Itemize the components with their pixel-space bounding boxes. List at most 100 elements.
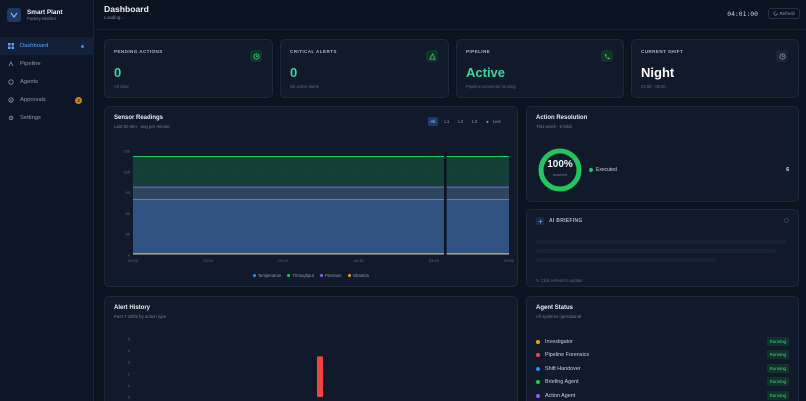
agent-row[interactable]: Action Agent Running: [536, 389, 789, 401]
card-subtitle: This week · 6 total: [536, 124, 572, 129]
agent-name: Pipeline Forensics: [545, 351, 590, 358]
y-tick-label: 60: [126, 211, 131, 216]
filter-l2[interactable]: L2: [458, 119, 464, 124]
stat-value: 0: [290, 65, 298, 80]
brand-subtitle: Factory Monitor: [27, 15, 57, 21]
stat-label: PENDING ACTIONS: [114, 49, 163, 54]
footer-text: Click refresh to update: [540, 278, 583, 283]
resolution-percent: 100%: [547, 159, 573, 170]
stat-caption: All clear: [114, 84, 129, 89]
sparkle-icon: [536, 217, 544, 225]
x-tick-label: 03:00: [128, 258, 139, 263]
legend-item[interactable]: Throughput: [287, 273, 314, 278]
card-subtitle: All systems operational: [536, 314, 582, 319]
briefing-title: AI BRIEFING: [549, 218, 583, 224]
action-resolution-card: Action Resolution This week · 6 total 10…: [526, 106, 799, 202]
sidebar-item-approvals[interactable]: Approvals 3: [0, 91, 93, 109]
stat-card-critical-alerts[interactable]: CRITICAL ALERTS 0 No active alerts: [280, 39, 449, 98]
agents-icon: [8, 79, 14, 85]
x-tick-label: 03:40: [429, 258, 440, 263]
refresh-button[interactable]: Refresh: [767, 8, 800, 19]
filter-l1[interactable]: L1: [444, 119, 450, 124]
y-tick-label: 4: [128, 348, 131, 353]
card-title: Sensor Readings: [114, 115, 164, 121]
ai-briefing-card: AI BRIEFING ↻ Click refresh to update: [526, 209, 799, 287]
live-indicator: ● Live: [483, 117, 507, 126]
pipeline-icon: [8, 61, 14, 67]
status-badge: Running: [766, 337, 789, 346]
sensor-readings-card: Sensor Readings Last 60 min · avg per mi…: [104, 106, 518, 287]
sidebar-item-pipeline[interactable]: Pipeline: [0, 55, 93, 73]
live-label: Live: [492, 119, 501, 124]
series-area: [133, 199, 509, 255]
series-area: [133, 187, 509, 255]
clock-icon: [776, 50, 788, 62]
agent-row[interactable]: Briefing Agent Running: [536, 375, 789, 388]
agent-row[interactable]: Shift Handover Running: [536, 362, 789, 375]
sensor-chart: 0 30 60 90 120 150 03:00 03:10 03:20 03:30 03:40 03…: [123, 149, 515, 264]
sidebar: Smart Plant Factory Monitor Dashboard Pi…: [0, 0, 94, 401]
y-tick-label: 3: [128, 360, 131, 365]
page-title: Dashboard: [104, 4, 149, 14]
stat-card-pipeline[interactable]: PIPELINE Active Pipeline connector runni…: [456, 39, 624, 98]
clock: 04:01:00: [727, 10, 758, 18]
y-tick-label: 1: [128, 383, 131, 388]
status-dot: [536, 366, 540, 371]
resolution-legend: Executed: [589, 167, 617, 173]
resolution-ring: [538, 148, 582, 192]
status-badge: Running: [766, 350, 789, 359]
skeleton-line: [536, 240, 786, 244]
card-title: Alert History: [114, 305, 151, 311]
stat-label: CRITICAL ALERTS: [290, 49, 337, 54]
agent-name: Briefing Agent: [545, 378, 579, 385]
refresh-label: Refresh: [779, 11, 795, 16]
check-circle-icon: [8, 97, 14, 103]
filter-all[interactable]: All: [427, 117, 439, 126]
brand-name: Smart Plant: [27, 8, 63, 16]
stat-card-current-shift[interactable]: CURRENT SHIFT Night 22:00 - 06:00: [631, 39, 799, 98]
chart-legend: Temperature Throughput Pressure Vibratio…: [105, 273, 517, 278]
sidebar-item-agents[interactable]: Agents: [0, 73, 93, 91]
sidebar-item-label: Dashboard: [20, 43, 49, 49]
agent-name: Shift Handover: [545, 365, 581, 372]
warning-icon: [426, 50, 438, 62]
legend-item[interactable]: Temperature: [252, 273, 281, 278]
filter-l3[interactable]: L3: [472, 119, 478, 124]
refresh-icon: [773, 11, 778, 16]
card-title: Action Resolution: [536, 115, 588, 121]
series-area: [133, 156, 509, 255]
x-tick-label: 03:50: [504, 258, 515, 263]
status-dot: [536, 393, 540, 398]
stat-value: Active: [466, 65, 506, 80]
x-tick-label: 03:10: [203, 258, 214, 263]
line-filter: All L1 L2 L3 ● Live: [427, 117, 508, 126]
y-tick-label: 0: [128, 395, 131, 400]
status-dot: [536, 352, 540, 357]
y-tick-label: 5: [128, 337, 131, 342]
stat-label: CURRENT SHIFT: [641, 49, 684, 54]
refresh-icon[interactable]: [784, 218, 789, 223]
resolution-ring-label: resolved: [552, 173, 568, 177]
stat-caption: No active alerts: [290, 84, 319, 89]
y-tick-label: 90: [126, 190, 131, 195]
stat-label: PIPELINE: [466, 49, 491, 54]
agent-row[interactable]: Pipeline Forensics Running: [536, 348, 789, 361]
sidebar-item-label: Agents: [20, 79, 39, 85]
agent-row[interactable]: Investigator Running: [536, 335, 789, 348]
brand[interactable]: Smart Plant Factory Monitor: [0, 2, 93, 28]
sidebar-item-settings[interactable]: Settings: [0, 109, 93, 127]
legend-item[interactable]: Vibration: [347, 273, 369, 278]
card-subtitle: Past 7 shifts by action type: [114, 314, 167, 319]
gear-icon: [8, 115, 14, 121]
skeleton-line: [536, 249, 776, 253]
y-tick-label: 2: [128, 371, 131, 376]
stat-value: Night: [641, 65, 675, 80]
sidebar-item-dashboard[interactable]: Dashboard: [0, 37, 93, 55]
alert-history-chart: 5 4 3 2 1 0: [128, 337, 509, 400]
stat-card-pending-actions[interactable]: PENDING ACTIONS 0 All clear: [104, 39, 273, 98]
sidebar-item-label: Approvals: [20, 97, 46, 103]
stat-caption: 22:00 - 06:00: [641, 84, 666, 89]
card-title: Agent Status: [536, 305, 574, 311]
agent-status-card: Agent Status All systems operational Inv…: [526, 296, 799, 401]
legend-item[interactable]: Pressure: [319, 273, 342, 278]
